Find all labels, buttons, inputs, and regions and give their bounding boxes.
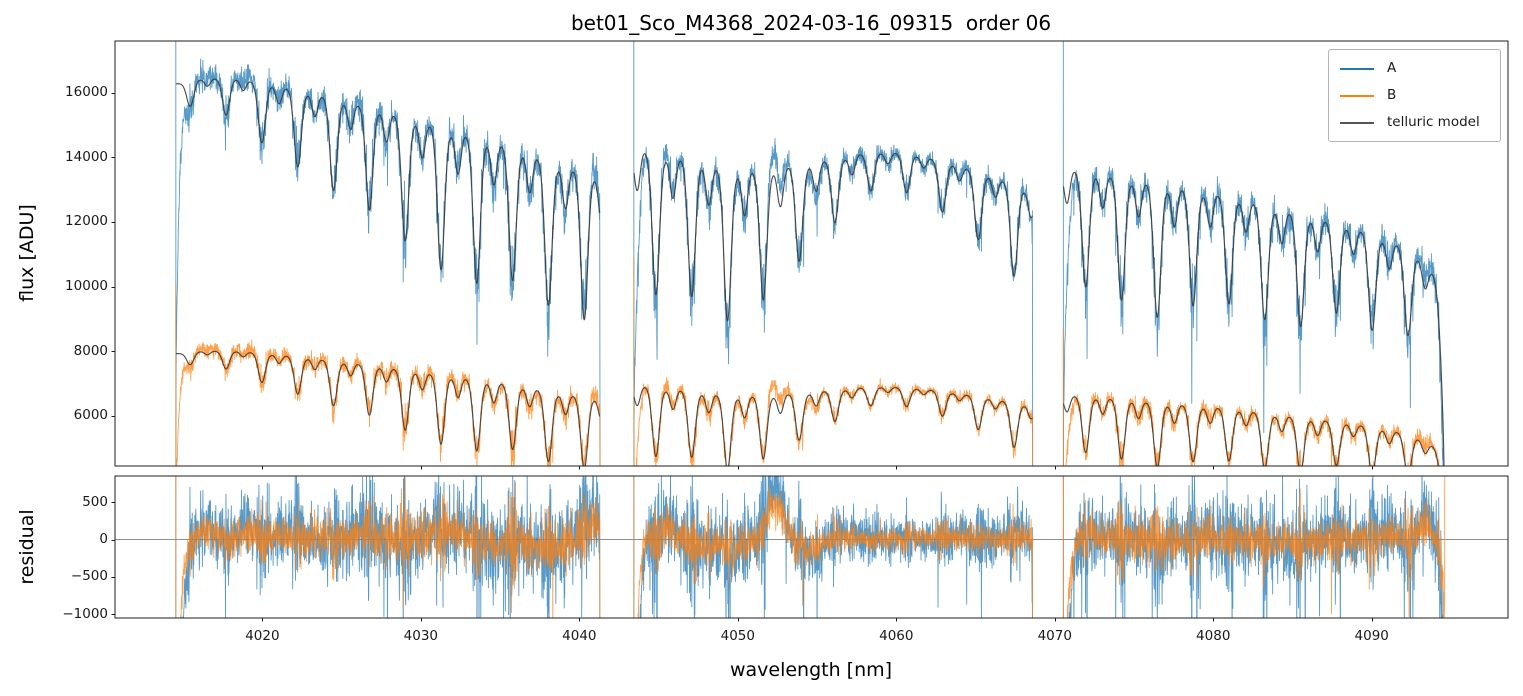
y-tick-label: 10000 <box>65 278 108 295</box>
y-tick-label: 500 <box>82 493 108 510</box>
x-tick-label: 4070 <box>1037 628 1072 644</box>
x-tick-label: 4080 <box>1196 628 1231 644</box>
x-tick-label: 4030 <box>403 628 439 644</box>
y-tick-label: 12000 <box>65 213 108 230</box>
legend-item-b: B <box>1340 82 1492 109</box>
legend-item-label: telluric model <box>1387 113 1480 130</box>
residual-axis-label: residual <box>16 509 38 585</box>
x-tick-label: 4050 <box>720 628 755 644</box>
legend-item-label: B <box>1387 86 1397 103</box>
legend-line-icon <box>1340 67 1374 70</box>
x-tick-label: 4020 <box>245 628 280 644</box>
legend-item-telluric-model: telluric model <box>1340 109 1492 136</box>
x-tick-label: 4090 <box>1354 628 1389 644</box>
plot-title: bet01_Sco_M4368_2024-03-16_09315 order 0… <box>570 11 1052 35</box>
y-tick-label: −500 <box>70 568 108 585</box>
legend-item-label: A <box>1387 59 1397 76</box>
flux-axis-label: flux [ADU] <box>16 204 38 302</box>
y-tick-label: −1000 <box>62 605 108 622</box>
y-tick-label: 0 <box>99 531 108 548</box>
legend-item-a: A <box>1340 55 1492 82</box>
y-tick-label: 8000 <box>73 342 108 359</box>
wavelength-axis-label: wavelength [nm] <box>729 659 893 681</box>
legend-line-icon <box>1340 121 1374 124</box>
x-tick-label: 4060 <box>879 628 914 644</box>
legend-line-icon <box>1340 94 1374 97</box>
x-tick-label: 4040 <box>562 628 597 644</box>
y-tick-label: 14000 <box>65 148 108 165</box>
y-tick-label: 16000 <box>65 84 108 101</box>
y-tick-label: 6000 <box>73 407 108 424</box>
